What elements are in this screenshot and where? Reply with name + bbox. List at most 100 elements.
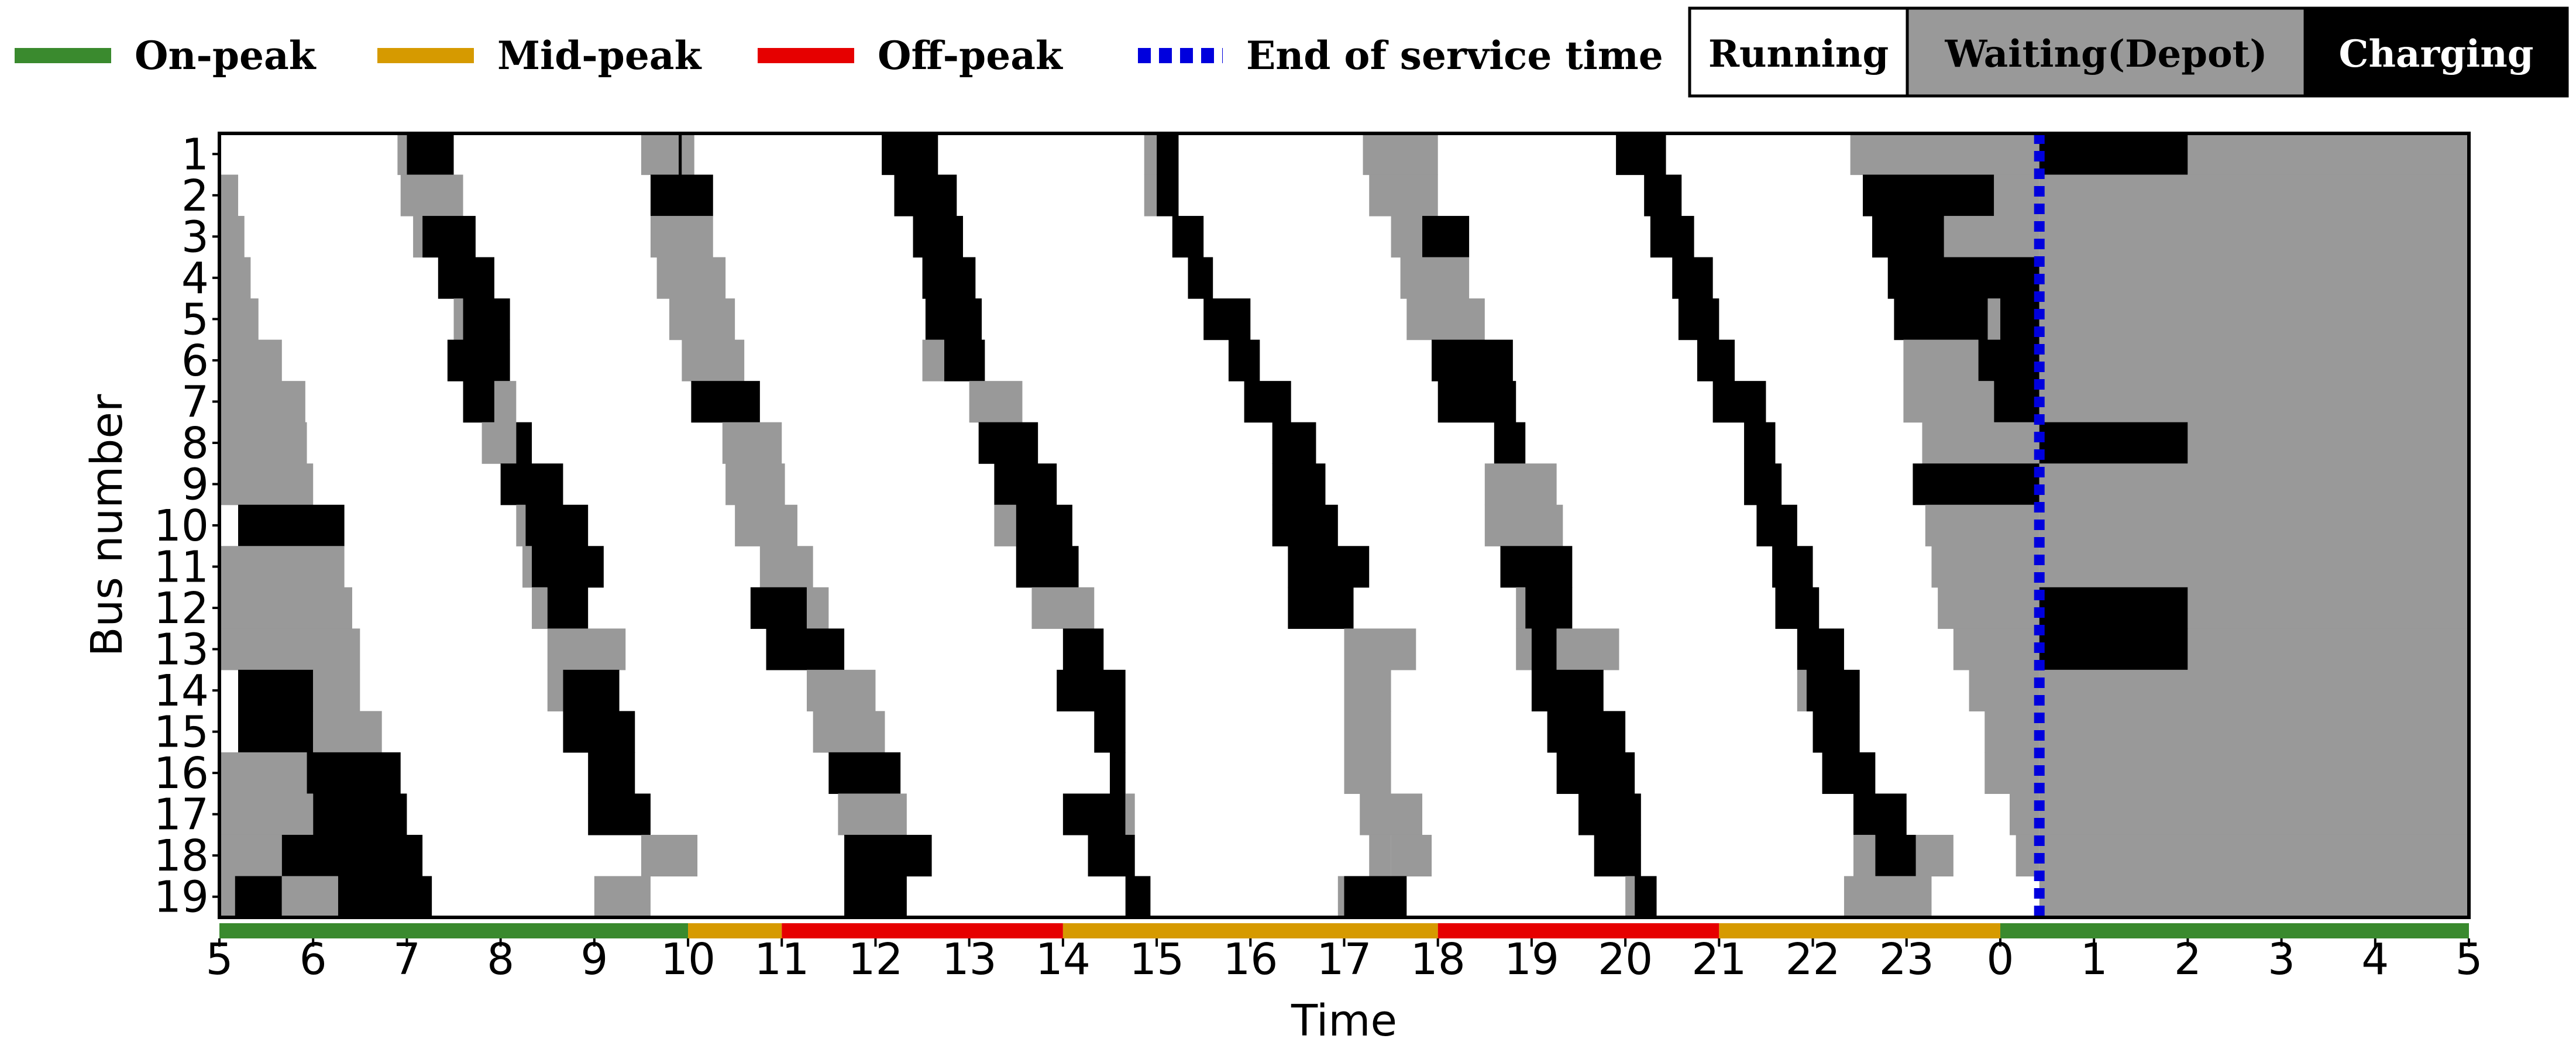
bus-12-waiting-segment: [1938, 587, 2040, 629]
bus-12-waiting-segment: [2188, 587, 2469, 629]
bus-14-waiting-segment: [1344, 669, 1391, 711]
mid-peak-tariff-segment: [688, 923, 782, 938]
bus-17-waiting-segment: [2009, 793, 2040, 835]
bus-18-charging-segment: [1088, 834, 1135, 877]
tariff-period-bar: [219, 923, 2469, 938]
running-legend-label: Running: [1708, 32, 1889, 76]
end-of-service-legend-label: End of service time: [1246, 33, 1663, 78]
y-tick-label: 15: [154, 707, 209, 758]
bus-5-charging-segment: [1894, 298, 1988, 341]
bus-11-charging-segment: [532, 546, 604, 588]
bus-14-waiting-segment: [806, 669, 876, 711]
bus-4-charging-segment: [438, 257, 494, 299]
off-peak-tariff-segment: [1437, 923, 1719, 938]
bus-8-waiting-segment: [1922, 422, 2040, 464]
bus-19-waiting-segment: [1844, 876, 1932, 918]
bus-12-charging-segment: [547, 587, 589, 629]
bus-19-waiting-segment: [2039, 876, 2469, 918]
bus-12-charging-segment: [750, 587, 807, 629]
bus-13-charging-segment: [1062, 628, 1104, 670]
bus-12-charging-segment: [1525, 587, 1573, 629]
y-tick-label: 8: [181, 418, 209, 469]
on-peak-tariff-segment: [2000, 923, 2469, 938]
bus-13-waiting-segment: [1556, 628, 1619, 670]
bus-18-waiting-segment: [1853, 834, 1876, 877]
bus-13-charging-segment: [766, 628, 845, 670]
bus-9-charging-segment: [994, 463, 1057, 505]
bus-18-waiting-segment: [1391, 834, 1432, 877]
y-tick-label: 3: [181, 212, 209, 262]
bus-2-charging-segment: [1862, 174, 1994, 216]
bus-11-waiting-segment: [759, 546, 813, 588]
bus-14-charging-segment: [1531, 669, 1604, 711]
bus-15-charging-segment: [1547, 711, 1626, 753]
bus-15-charging-segment: [1813, 711, 1860, 753]
bus-5-waiting-segment: [453, 298, 463, 341]
bus-3-charging-segment: [1650, 216, 1694, 258]
bus-14-waiting-segment: [2039, 669, 2469, 711]
y-tick-label: 18: [154, 831, 209, 881]
bus-9-waiting-segment: [725, 463, 785, 505]
bus-8-waiting-segment: [219, 422, 307, 464]
bus-4-waiting-segment: [2039, 257, 2469, 299]
bus-2-charging-segment: [1157, 174, 1179, 216]
bus-12-waiting-segment: [1031, 587, 1095, 629]
y-tick-label: 13: [154, 625, 209, 675]
x-tick-label: 12: [848, 934, 903, 985]
x-axis-ticks: 5 6 7 8 9 10 11 12 13 14 15 16 17 18 19 20 21 22 23 0 1 2 3 4 5: [205, 934, 2482, 985]
bus-8-waiting-segment: [482, 422, 517, 464]
bus-4-charging-segment: [922, 257, 976, 299]
bus-14-charging-segment: [563, 669, 620, 711]
bus-14-charging-segment: [1057, 669, 1126, 711]
x-tick-label: 5: [2455, 934, 2482, 985]
bus-3-waiting-segment: [1944, 216, 2040, 258]
x-tick-label: 14: [1036, 934, 1091, 985]
bus-12-waiting-segment: [1516, 587, 1526, 629]
bus-10-waiting-segment: [516, 504, 526, 546]
bus-2-waiting-segment: [2039, 174, 2469, 216]
bus-13-charging-segment: [2039, 628, 2188, 670]
bus-16-charging-segment: [588, 752, 635, 795]
bus-6-waiting-segment: [922, 339, 944, 381]
waiting-legend-label: Waiting(Depot): [1944, 32, 2267, 76]
bus-6-waiting-segment: [219, 339, 282, 381]
x-tick-label: 17: [1316, 934, 1371, 985]
bus-2-waiting-segment: [1144, 174, 1157, 216]
y-tick-label: 12: [154, 583, 209, 634]
bus-8-charging-segment: [2039, 422, 2188, 464]
bus-12-waiting-segment: [806, 587, 829, 629]
bus-3-waiting-segment: [413, 216, 423, 258]
x-axis-label: Time: [1291, 996, 1397, 1046]
bus-16-charging-segment: [828, 752, 901, 795]
x-tick-label: 15: [1129, 934, 1184, 985]
bus-11-waiting-segment: [219, 546, 345, 588]
bus-13-waiting-segment: [1516, 628, 1532, 670]
bus-6-charging-segment: [1978, 339, 2040, 381]
bus-13-waiting-segment: [219, 628, 360, 670]
bus-7-charging-segment: [463, 381, 494, 423]
bus-19-waiting-segment: [219, 876, 235, 918]
bus-13-waiting-segment: [1953, 628, 2040, 670]
bus-11-charging-segment: [1500, 546, 1573, 588]
bus-16-waiting-segment: [2039, 752, 2469, 795]
bus-1-charging-segment: [2039, 133, 2188, 176]
bus-8-charging-segment: [1744, 422, 1776, 464]
bus-10-charging-segment: [1016, 504, 1072, 546]
bus-14-waiting-segment: [313, 669, 360, 711]
bus-12-charging-segment: [1288, 587, 1354, 629]
bus-17-waiting-segment: [2039, 793, 2469, 835]
x-tick-label: 10: [661, 934, 716, 985]
x-tick-label: 21: [1691, 934, 1746, 985]
bus-14-charging-segment: [238, 669, 314, 711]
bus-19-waiting-segment: [1625, 876, 1635, 918]
bus-9-waiting-segment: [1484, 463, 1557, 505]
bus-4-waiting-segment: [1400, 257, 1470, 299]
bus-2-waiting-segment: [1994, 174, 2040, 216]
bus-11-waiting-segment: [1931, 546, 2040, 588]
x-tick-label: 2: [2174, 934, 2202, 985]
bus-4-charging-segment: [1188, 257, 1213, 299]
mid-peak-tariff-segment: [1062, 923, 1438, 938]
bus-16-waiting-segment: [1985, 752, 2040, 795]
bus-12-waiting-segment: [219, 587, 352, 629]
bus-5-charging-segment: [463, 298, 510, 341]
